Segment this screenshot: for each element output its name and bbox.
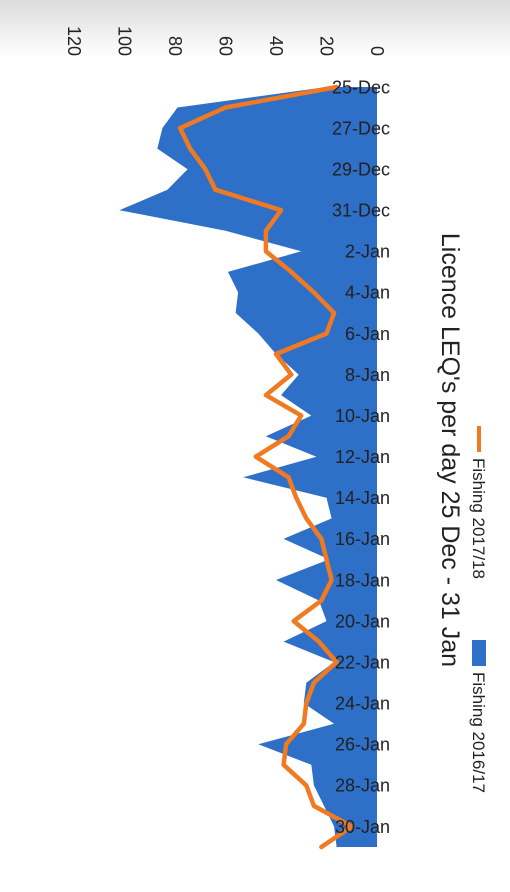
x-tick-label: 31-Dec <box>332 201 390 221</box>
legend-label-fishing-2017-18: Fishing 2017/18 <box>469 458 488 579</box>
chart-title: Licence LEQ's per day 25 Dec - 31 Jan <box>436 233 464 667</box>
x-tick-label: 27-Dec <box>332 118 390 138</box>
y-tick-label: 20 <box>317 36 337 56</box>
y-tick-label: 60 <box>216 36 236 56</box>
x-tick-label: 4-Jan <box>345 283 390 303</box>
y-tick-label: 0 <box>367 46 387 56</box>
legend-label-fishing-2016-17: Fishing 2016/17 <box>469 672 488 793</box>
legend-swatch-fishing-2016-17 <box>472 640 486 666</box>
x-tick-label: 6-Jan <box>345 324 390 344</box>
x-tick-label: 25-Dec <box>332 77 390 97</box>
line-series-fishing-2017-18 <box>177 84 354 850</box>
x-tick-label: 30-Jan <box>335 817 390 837</box>
x-tick-label: 10-Jan <box>335 406 390 426</box>
x-tick-label: 24-Jan <box>335 694 390 714</box>
x-tick-label: 16-Jan <box>335 529 390 549</box>
x-tick-label: 20-Jan <box>335 611 390 631</box>
y-tick-label: 40 <box>266 36 286 56</box>
x-tick-label: 22-Jan <box>335 652 390 672</box>
x-tick-label: 29-Dec <box>332 159 390 179</box>
x-tick-label: 8-Jan <box>345 365 390 385</box>
y-tick-label: 80 <box>165 36 185 56</box>
x-tick-label: 18-Jan <box>335 570 390 590</box>
scan-shadow <box>0 0 510 58</box>
y-tick-label: 120 <box>64 26 84 56</box>
y-tick-label: 100 <box>115 26 135 56</box>
x-tick-label: 12-Jan <box>335 447 390 467</box>
x-tick-label: 28-Jan <box>335 776 390 796</box>
legend: Fishing 2016/17 Fishing 2017/18 <box>469 426 488 793</box>
x-tick-label: 2-Jan <box>345 242 390 262</box>
x-tick-label: 26-Jan <box>335 735 390 755</box>
x-tick-label: 14-Jan <box>335 488 390 508</box>
area-series-fishing-2016-17 <box>119 87 377 847</box>
